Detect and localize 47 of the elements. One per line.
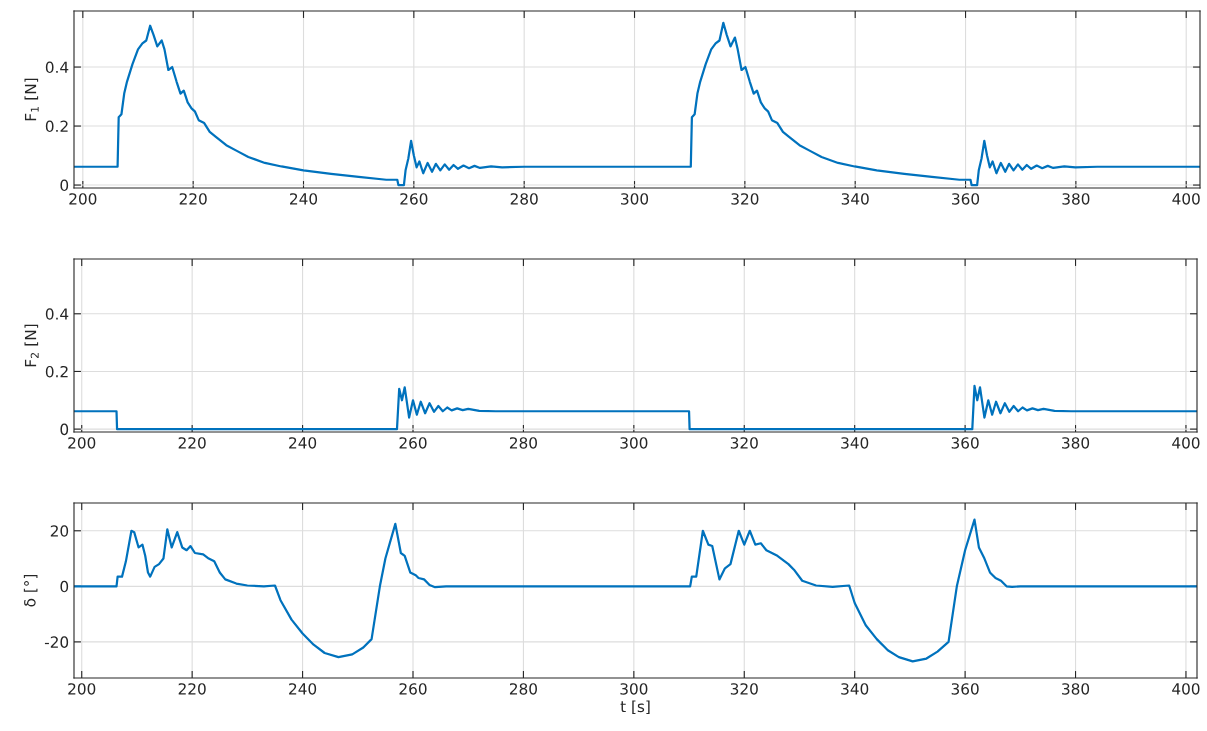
- y-tick-label: 0.4: [45, 61, 69, 74]
- y-tick-label: 20: [50, 525, 69, 537]
- x-tick-label: 320: [731, 193, 759, 205]
- line-series: [74, 518, 1197, 663]
- x-tick-label: 380: [1062, 683, 1090, 695]
- y-axis-title: F$_{1}$ [N]: [24, 78, 39, 121]
- x-tick-label: 340: [841, 683, 869, 695]
- x-tick-label: 280: [509, 437, 537, 449]
- x-tick-label: 280: [510, 193, 538, 205]
- x-tick-label: 220: [179, 193, 207, 205]
- x-tick-label: 360: [952, 193, 980, 205]
- x-tick-label: 400: [1172, 193, 1200, 205]
- x-axis-title: t [s]: [620, 700, 650, 715]
- x-tick-label: 380: [1062, 193, 1090, 205]
- y-tick-label: 0.4: [45, 308, 69, 320]
- x-tick-label: 260: [399, 683, 427, 695]
- x-tick-label: 400: [1172, 437, 1200, 449]
- x-tick-label: 320: [730, 437, 758, 449]
- y-tick-label: 0: [60, 179, 69, 192]
- x-tick-label: 300: [620, 683, 648, 695]
- y-tick-label: 0: [60, 580, 69, 593]
- x-tick-label: 200: [68, 683, 96, 695]
- x-tick-label: 360: [951, 683, 979, 695]
- x-tick-label: 340: [841, 193, 869, 205]
- x-tick-label: 240: [289, 437, 317, 449]
- x-tick-label: 360: [951, 437, 979, 449]
- y-tick-label: -20: [44, 636, 69, 648]
- y-tick-label: 0.2: [45, 120, 68, 133]
- x-tick-label: 200: [69, 193, 97, 205]
- x-tick-label: 240: [290, 193, 318, 205]
- x-tick-label: 400: [1172, 683, 1200, 695]
- x-tick-label: 220: [178, 437, 206, 449]
- x-tick-label: 300: [620, 437, 648, 449]
- x-tick-label: 380: [1062, 437, 1090, 449]
- x-tick-label: 240: [289, 683, 317, 695]
- x-tick-label: 200: [68, 437, 96, 449]
- y-tick-label: 0: [60, 423, 69, 436]
- y-axis-title: F$_{2}$ [N]: [24, 324, 39, 367]
- y-axis-title: δ [°]: [23, 574, 38, 607]
- x-tick-label: 320: [730, 683, 758, 695]
- x-tick-label: 260: [400, 193, 428, 205]
- x-tick-label: 260: [399, 437, 427, 449]
- y-tick-label: 0.2: [45, 365, 68, 378]
- x-tick-label: 220: [178, 683, 206, 695]
- x-tick-label: 340: [841, 437, 869, 449]
- x-tick-label: 280: [509, 683, 537, 695]
- x-tick-label: 300: [621, 193, 649, 205]
